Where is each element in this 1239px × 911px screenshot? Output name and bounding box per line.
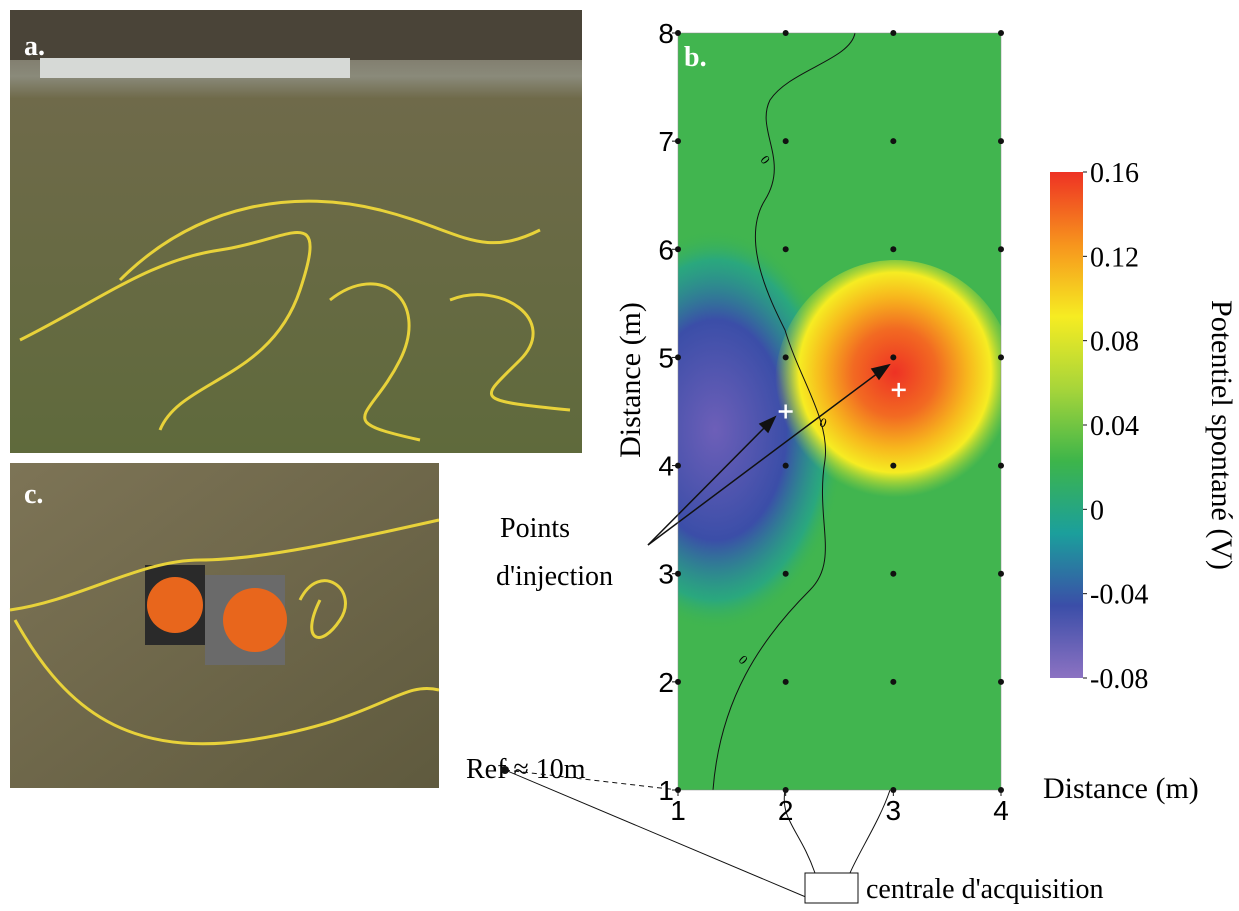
electrode — [675, 138, 681, 145]
colorbar-tick-label: -0.08 — [1090, 664, 1148, 695]
photo-cables — [19, 199, 571, 442]
photo-cables — [9, 518, 440, 746]
contour-label: 0 — [818, 414, 829, 430]
electrode — [890, 570, 897, 577]
annotation: Points — [500, 513, 570, 544]
electrode — [782, 138, 789, 145]
electrode — [890, 462, 897, 469]
electrode — [782, 678, 789, 685]
electrode — [675, 678, 681, 685]
y-tick-label: 6 — [658, 234, 674, 265]
y-tick-label: 2 — [658, 667, 674, 698]
injection-point — [891, 382, 906, 397]
zero-contour — [712, 32, 856, 791]
electrode — [675, 570, 681, 577]
electrode — [998, 678, 1004, 685]
photo-reel — [147, 577, 203, 633]
electrode — [890, 678, 897, 685]
colorbar-tick-label: 0.16 — [1090, 158, 1139, 189]
x-tick-label: 1 — [670, 795, 686, 826]
photo-reel — [223, 588, 287, 652]
electrode — [675, 30, 681, 36]
electrode — [998, 462, 1004, 469]
panel-label: a. — [24, 31, 45, 62]
x-tick-label: 2 — [778, 795, 794, 826]
electrode — [782, 354, 789, 361]
electrode — [675, 787, 681, 793]
panel-label: b. — [684, 42, 707, 73]
colorbar-tick-label: 0.12 — [1090, 242, 1139, 273]
electrode — [998, 787, 1004, 793]
acquisition-box — [804, 872, 859, 904]
electrode — [675, 462, 681, 469]
photo-trees — [10, 10, 582, 60]
electrode — [890, 246, 897, 253]
electrode — [782, 570, 789, 577]
colorbar-label: Potentiel spontané (V) — [1205, 300, 1238, 570]
x-axis-label: Distance (m) — [1043, 772, 1199, 805]
arrow — [647, 363, 891, 546]
electrode — [998, 30, 1004, 36]
y-tick-label: 3 — [658, 559, 674, 590]
x-tick-label: 4 — [993, 795, 1009, 826]
electrode — [998, 138, 1004, 145]
panel-label: c. — [24, 479, 43, 510]
x-tick-label: 3 — [886, 795, 902, 826]
electrode — [782, 787, 789, 793]
electrode — [998, 354, 1004, 361]
photo-building — [40, 58, 350, 78]
electrode — [890, 138, 897, 145]
electrode — [782, 30, 789, 36]
electrode — [782, 462, 789, 469]
y-tick-label: 7 — [658, 126, 674, 157]
annotation: Ref ≈ 10m — [466, 754, 586, 785]
electrode — [890, 30, 897, 36]
colorbar — [1050, 172, 1083, 678]
electrode — [890, 787, 897, 793]
colorbar-tick-label: 0 — [1090, 495, 1104, 526]
electrode — [675, 354, 681, 361]
ref-cable — [504, 769, 821, 904]
annotation: centrale d'acquisition — [866, 874, 1104, 905]
cable — [783, 789, 891, 874]
electrode — [998, 570, 1004, 577]
colorbar-tick-label: 0.08 — [1090, 327, 1139, 358]
electrode — [890, 354, 897, 361]
y-tick-label: 4 — [658, 451, 674, 482]
ref-cable — [504, 769, 679, 791]
electrode — [782, 246, 789, 253]
y-tick-label: 5 — [658, 342, 674, 373]
colorbar-tick-label: 0.04 — [1090, 411, 1139, 442]
y-tick-label: 1 — [658, 775, 674, 806]
annotation: d'injection — [496, 561, 613, 592]
y-tick-label: 8 — [658, 18, 674, 49]
electrode — [998, 246, 1004, 253]
colorbar-tick-label: -0.04 — [1090, 580, 1148, 611]
plot-frame — [677, 32, 1002, 791]
potential-field — [678, 33, 1001, 790]
electrode — [675, 246, 681, 253]
injection-point — [778, 404, 793, 419]
y-axis-label: Distance (m) — [614, 302, 647, 458]
